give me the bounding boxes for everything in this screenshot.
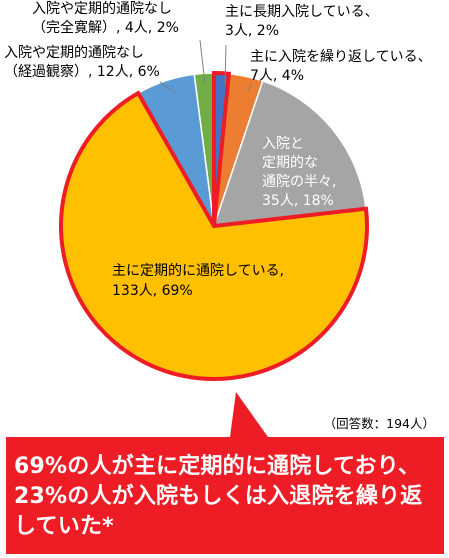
- slice-label-repeat_admit: 主に入院を繰り返している、 7人, 4%: [250, 49, 432, 84]
- callout-box: [6, 392, 444, 554]
- leader-lines: [159, 39, 253, 94]
- leader-line-none_remission: [199, 39, 206, 85]
- response-count-note: （回答数：194人）: [323, 416, 435, 431]
- slice-label-none_remission: 入院や定期的通院なし（完全寛解）, 4人, 2%: [32, 1, 179, 36]
- leader-line-repeat_admit: [247, 83, 253, 91]
- leader-line-long_stay: [224, 44, 227, 87]
- slice-label-none_observation: 入院や定期的通院なし（経過観察）, 12人, 6%: [4, 45, 160, 80]
- highlight-outline-long_stay: [212, 70, 232, 227]
- callout-text: 69%の人が主に定期的に通院しており、23%の人が入院もしくは入退院を繰り返して…: [14, 454, 423, 539]
- slice-highlight-outlines: [59, 70, 369, 382]
- slice-label-regular_outpatient: 主に定期的に通院している, 133人, 69%: [112, 263, 284, 299]
- leader-line-none_observation: [159, 81, 176, 94]
- highlight-outline-regular_outpatient: [59, 90, 369, 382]
- slice-labels: 主に長期入院している、 3人, 2% 主に入院を繰り返している、 7人, 4% 入院と定…: [4, 1, 432, 299]
- slice-label-half_half: 入院と定期的な通院の半々, 35人, 18%: [262, 136, 336, 209]
- slice-label-long_stay: 主に長期入院している、 3人, 2%: [225, 4, 379, 39]
- slice-half_half: [212, 79, 367, 227]
- pie-slices: [60, 72, 368, 380]
